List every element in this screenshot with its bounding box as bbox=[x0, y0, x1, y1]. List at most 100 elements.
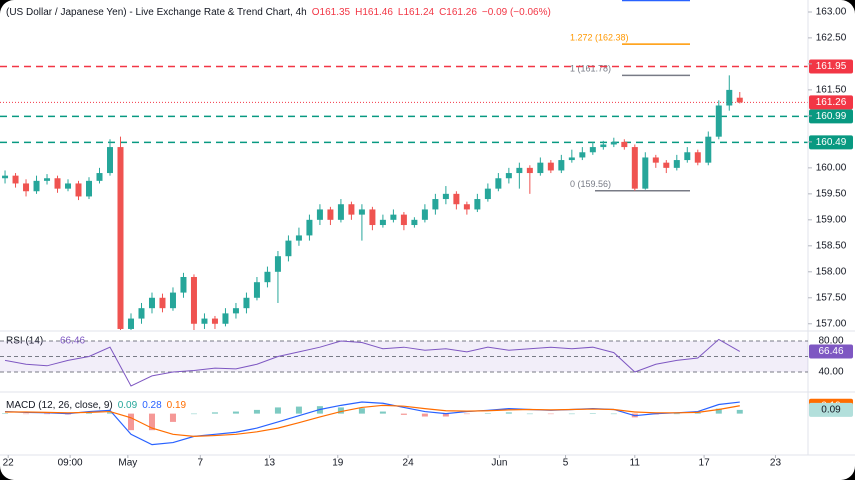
candle-body bbox=[23, 183, 30, 192]
macd-histogram-bar bbox=[127, 413, 134, 431]
macd-histogram-bar bbox=[442, 413, 449, 417]
candle-body bbox=[610, 141, 617, 145]
candle-body bbox=[44, 178, 51, 181]
candle-body bbox=[400, 214, 407, 226]
macd-histogram-bar bbox=[107, 412, 114, 414]
candle-body bbox=[652, 157, 659, 163]
candle-body bbox=[274, 256, 281, 272]
candle-body bbox=[337, 204, 344, 220]
macd-histogram-bar bbox=[526, 413, 533, 415]
macd-hist-value: 0.09 bbox=[118, 400, 138, 411]
candle-body bbox=[295, 235, 302, 241]
candle-body bbox=[327, 209, 334, 220]
candle-body bbox=[86, 180, 93, 197]
candle-body bbox=[306, 219, 313, 236]
ohlc-value: O161.35 bbox=[312, 7, 351, 18]
candle-body bbox=[474, 199, 481, 210]
y-tick-label: 157.00 bbox=[816, 318, 847, 329]
macd-line bbox=[5, 401, 740, 446]
candle-body bbox=[159, 297, 166, 309]
rsi-line bbox=[4, 338, 741, 387]
ohlc-value: L161.24 bbox=[398, 7, 435, 18]
candle-body bbox=[211, 318, 218, 324]
header-title: (US Dollar / Japanese Yen) - Live Exchan… bbox=[6, 7, 307, 18]
candle-body bbox=[600, 144, 607, 148]
level-box bbox=[809, 135, 853, 150]
candle-body bbox=[243, 297, 250, 309]
ohlc-value: C161.26 bbox=[439, 7, 477, 18]
macd-histogram-bar bbox=[463, 413, 470, 415]
candle-body bbox=[232, 308, 239, 314]
candle-body bbox=[316, 209, 323, 220]
macd-histogram-bar bbox=[23, 413, 30, 415]
candle-body bbox=[589, 147, 596, 153]
macd-histogram-bar bbox=[547, 413, 554, 415]
candle-body bbox=[169, 292, 176, 309]
candle-body bbox=[495, 178, 502, 189]
candle-body bbox=[75, 183, 82, 197]
last-price-box bbox=[809, 95, 853, 110]
macd-histogram-bar bbox=[694, 412, 701, 414]
macd-histogram-bar bbox=[86, 412, 93, 414]
macd-box-label: 0.09 bbox=[821, 405, 841, 416]
candle-body bbox=[526, 167, 533, 174]
y-tick-label: 162.50 bbox=[816, 33, 847, 44]
macd-histogram-bar bbox=[673, 413, 680, 415]
x-tick-label: May bbox=[118, 458, 137, 469]
candle-body bbox=[663, 162, 670, 168]
candle-body bbox=[348, 204, 355, 215]
candle-body bbox=[379, 219, 386, 226]
y-tick-label: 160.00 bbox=[816, 162, 847, 173]
candle-body bbox=[127, 318, 134, 329]
x-tick-label: 22 bbox=[3, 458, 15, 469]
candle-body bbox=[2, 175, 9, 179]
candle-body bbox=[421, 209, 428, 220]
macd-histogram-bar bbox=[232, 411, 239, 414]
fib-label: 1 (161.78) bbox=[570, 64, 611, 74]
candle-body bbox=[463, 204, 470, 210]
y-tick-label: 159.50 bbox=[816, 188, 847, 199]
candle-body bbox=[54, 178, 61, 189]
candle-body bbox=[558, 160, 565, 171]
macd-histogram-bar bbox=[589, 413, 596, 414]
candle-body bbox=[715, 105, 722, 137]
macd-histogram-bar bbox=[44, 413, 51, 415]
candle-body bbox=[285, 240, 292, 257]
x-tick-label: 7 bbox=[197, 458, 203, 469]
candle-body bbox=[726, 89, 733, 106]
header: (US Dollar / Japanese Yen) - Live Exchan… bbox=[6, 7, 551, 18]
x-tick-label: 24 bbox=[403, 458, 415, 469]
candle-body bbox=[442, 193, 449, 200]
candle-body bbox=[264, 271, 271, 283]
candle-body bbox=[222, 313, 229, 324]
level-box bbox=[809, 59, 853, 74]
macd-histogram-bar bbox=[190, 413, 197, 415]
macd-histogram-bar bbox=[715, 408, 722, 414]
candle-body bbox=[453, 193, 460, 205]
level-label: 161.95 bbox=[816, 61, 847, 72]
x-tick-label: 19 bbox=[332, 458, 344, 469]
rsi-box-label: 66.46 bbox=[818, 346, 843, 357]
macd-histogram-bar bbox=[400, 413, 407, 415]
macd-histogram-bar bbox=[610, 413, 617, 415]
candle-body bbox=[673, 160, 680, 168]
labels: (US Dollar / Japanese Yen) - Live Exchan… bbox=[3, 7, 853, 469]
candle-body bbox=[642, 157, 649, 189]
candle-body bbox=[12, 175, 19, 184]
candle-body bbox=[358, 209, 365, 215]
candle-body bbox=[631, 147, 638, 189]
candle-body bbox=[684, 152, 691, 161]
macd-signal-value: 0.19 bbox=[167, 400, 187, 411]
fib-label: 1.272 (162.38) bbox=[570, 33, 629, 43]
macd-histogram-bar bbox=[274, 407, 281, 414]
candle-body bbox=[107, 147, 114, 174]
macd-histogram-bar bbox=[148, 413, 155, 431]
macd-histogram-bar bbox=[505, 412, 512, 414]
y-tick-label: 159.00 bbox=[816, 214, 847, 225]
y-tick-label: 157.50 bbox=[816, 292, 847, 303]
x-tick-label: 13 bbox=[264, 458, 276, 469]
x-tick-label: 11 bbox=[630, 458, 641, 469]
y-tick-label: 161.50 bbox=[816, 85, 847, 96]
